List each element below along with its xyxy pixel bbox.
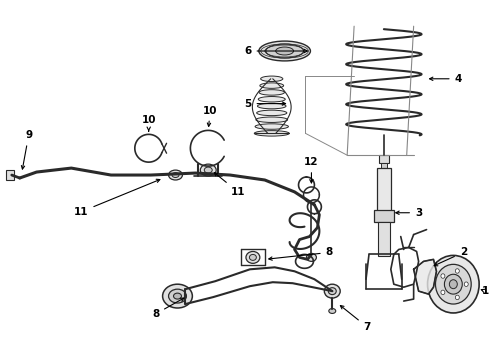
Ellipse shape: [257, 110, 287, 116]
Ellipse shape: [328, 288, 336, 294]
Ellipse shape: [172, 172, 179, 177]
Text: 12: 12: [304, 157, 319, 183]
Text: 4: 4: [430, 74, 462, 84]
Ellipse shape: [249, 255, 256, 260]
Ellipse shape: [441, 290, 445, 294]
Ellipse shape: [169, 170, 182, 180]
Ellipse shape: [436, 264, 471, 304]
Bar: [379, 155, 389, 163]
Text: 8: 8: [152, 298, 184, 319]
Text: 9: 9: [22, 130, 32, 169]
Ellipse shape: [246, 251, 260, 264]
Text: 11: 11: [214, 172, 245, 197]
Ellipse shape: [266, 44, 303, 58]
Ellipse shape: [260, 83, 284, 88]
Ellipse shape: [449, 280, 457, 289]
Ellipse shape: [455, 295, 459, 300]
Bar: [378, 222, 390, 256]
Text: 1: 1: [481, 286, 489, 296]
Text: 2: 2: [434, 247, 467, 266]
Ellipse shape: [200, 164, 216, 176]
Ellipse shape: [259, 90, 285, 95]
Ellipse shape: [324, 284, 340, 298]
Ellipse shape: [441, 274, 445, 278]
Text: 3: 3: [396, 208, 422, 218]
Ellipse shape: [306, 253, 317, 261]
Text: 10: 10: [142, 116, 156, 131]
Text: 5: 5: [245, 99, 286, 109]
Ellipse shape: [259, 41, 311, 61]
Ellipse shape: [464, 282, 468, 287]
Ellipse shape: [163, 284, 193, 308]
Ellipse shape: [261, 76, 283, 81]
Ellipse shape: [276, 47, 294, 55]
Ellipse shape: [455, 269, 459, 273]
Ellipse shape: [255, 124, 289, 129]
Ellipse shape: [204, 167, 212, 173]
Polygon shape: [414, 260, 437, 294]
Ellipse shape: [169, 289, 186, 303]
Bar: [374, 210, 394, 222]
Ellipse shape: [329, 309, 336, 314]
Text: 10: 10: [203, 105, 218, 126]
Text: 11: 11: [74, 179, 160, 217]
Text: 6: 6: [245, 46, 307, 56]
Ellipse shape: [428, 255, 479, 313]
Ellipse shape: [254, 131, 289, 136]
Text: 8: 8: [269, 247, 333, 260]
Ellipse shape: [258, 96, 285, 102]
Ellipse shape: [256, 117, 288, 122]
Ellipse shape: [257, 103, 286, 109]
Ellipse shape: [444, 274, 462, 294]
Ellipse shape: [173, 293, 181, 299]
Text: 7: 7: [341, 306, 371, 332]
Bar: [381, 163, 387, 168]
Bar: [6, 170, 14, 180]
Bar: [377, 168, 391, 213]
